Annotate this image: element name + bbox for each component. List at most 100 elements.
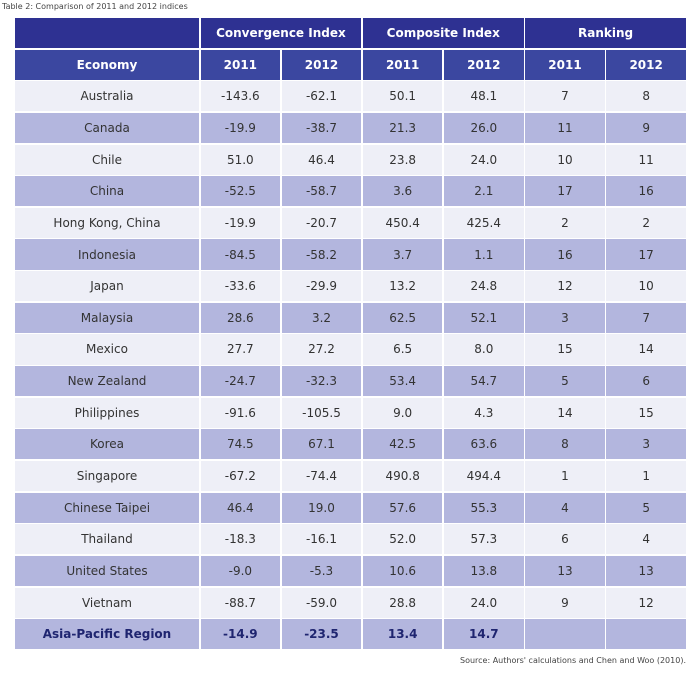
table-cell: 16 [525, 239, 605, 270]
table-cell: 3 [606, 429, 686, 460]
table-cell: -19.9 [200, 112, 281, 144]
total-cell: 13.4 [362, 619, 443, 650]
row-label: Hong Kong, China [15, 207, 199, 238]
row-label: China [15, 176, 199, 207]
table-cell: 52.1 [443, 302, 524, 333]
table: Convergence Index Composite Index Ranking E… [15, 18, 686, 650]
table-cell: 24.8 [443, 271, 524, 302]
table-cell: 425.4 [443, 207, 524, 238]
table-cell: 57.3 [443, 524, 524, 555]
table-cell: 54.7 [443, 366, 524, 397]
table-cell: 15 [606, 397, 686, 428]
table-cell: -5.3 [281, 555, 362, 587]
caption: Table 2: Comparison of 2011 and 2012 ind… [2, 2, 188, 11]
table-cell: -32.3 [281, 366, 362, 397]
table-cell: 1 [525, 460, 605, 492]
table-cell: 27.2 [281, 334, 362, 365]
table-cell: 27.7 [200, 334, 281, 365]
table-cell: 42.5 [362, 429, 443, 460]
table-cell: -9.0 [200, 555, 281, 587]
table-cell: 15 [525, 334, 605, 365]
table-cell: 2 [525, 207, 605, 238]
table-cell: -58.2 [281, 239, 362, 270]
table-cell: 46.4 [281, 144, 362, 175]
table-cell: -58.7 [281, 176, 362, 207]
group-header: Convergence Index [200, 18, 362, 49]
table-cell: -143.6 [200, 81, 281, 112]
total-cell: -23.5 [281, 619, 362, 650]
row-label: Korea [15, 429, 199, 460]
table-cell: 55.3 [443, 492, 524, 523]
table-cell: 13.2 [362, 271, 443, 302]
table-cell: 9 [606, 112, 686, 144]
table-cell: -20.7 [281, 207, 362, 238]
table-cell: 10 [525, 144, 605, 175]
table-cell: -88.7 [200, 587, 281, 618]
table-cell: -16.1 [281, 524, 362, 555]
table-cell: 13 [606, 555, 686, 587]
table-cell: -62.1 [281, 81, 362, 112]
table-cell: 2 [606, 207, 686, 238]
group-header: Composite Index [362, 18, 524, 49]
table-cell: 4.3 [443, 397, 524, 428]
table-cell: 11 [525, 112, 605, 144]
column-header: 2011 [362, 49, 443, 80]
table-cell: 6.5 [362, 334, 443, 365]
row-label: Canada [15, 112, 199, 144]
table-cell: -59.0 [281, 587, 362, 618]
table-cell: 53.4 [362, 366, 443, 397]
table-cell: -74.4 [281, 460, 362, 492]
table-cell: 5 [525, 366, 605, 397]
table-cell: 9.0 [362, 397, 443, 428]
table-cell: -38.7 [281, 112, 362, 144]
table-cell: 11 [606, 144, 686, 175]
table-cell: 10 [606, 271, 686, 302]
table-cell: 57.6 [362, 492, 443, 523]
column-header: 2011 [200, 49, 281, 80]
table-cell: 14 [606, 334, 686, 365]
table-cell: 3 [525, 302, 605, 333]
table-cell: 14 [525, 397, 605, 428]
table-cell: -52.5 [200, 176, 281, 207]
table-cell: 13.8 [443, 555, 524, 587]
row-label: Indonesia [15, 239, 199, 270]
column-header: 2011 [525, 49, 605, 80]
table-cell: 28.6 [200, 302, 281, 333]
table-cell: 17 [525, 176, 605, 207]
table-cell: 28.8 [362, 587, 443, 618]
table-cell: 6 [606, 366, 686, 397]
table-cell: 46.4 [200, 492, 281, 523]
table-cell: 4 [606, 524, 686, 555]
table-cell: 2.1 [443, 176, 524, 207]
table-cell: 62.5 [362, 302, 443, 333]
total-cell [525, 619, 605, 650]
total-label: Asia-Pacific Region [15, 619, 199, 650]
group-header: Ranking [525, 18, 686, 49]
table-cell: 4 [525, 492, 605, 523]
table-cell: 494.4 [443, 460, 524, 492]
table-cell: -18.3 [200, 524, 281, 555]
row-label: United States [15, 555, 199, 587]
table-cell: 7 [606, 302, 686, 333]
table-cell: -19.9 [200, 207, 281, 238]
table-cell: 51.0 [200, 144, 281, 175]
table-cell: 21.3 [362, 112, 443, 144]
table-cell: -91.6 [200, 397, 281, 428]
table-cell: 63.6 [443, 429, 524, 460]
source-note: Source: Authors' calculations and Chen a… [459, 656, 686, 665]
table-cell: 24.0 [443, 587, 524, 618]
column-header: 2012 [606, 49, 686, 80]
table-cell: -105.5 [281, 397, 362, 428]
row-label: Australia [15, 81, 199, 112]
column-header: Economy [15, 49, 199, 80]
row-label: Chinese Taipei [15, 492, 199, 523]
table-cell: 9 [525, 587, 605, 618]
total-cell: 14.7 [443, 619, 524, 650]
table-cell: 1 [606, 460, 686, 492]
header-cell [15, 18, 199, 49]
column-header: 2012 [281, 49, 362, 80]
table-cell: 1.1 [443, 239, 524, 270]
row-label: Japan [15, 271, 199, 302]
table-cell: 490.8 [362, 460, 443, 492]
column-header: 2012 [443, 49, 524, 80]
